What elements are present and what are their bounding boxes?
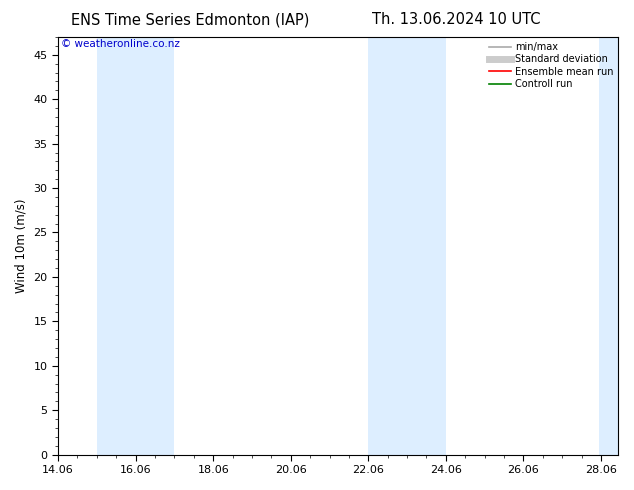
Bar xyxy=(97,37,174,455)
Text: ENS Time Series Edmonton (IAP): ENS Time Series Edmonton (IAP) xyxy=(71,12,309,27)
Legend: min/max, Standard deviation, Ensemble mean run, Controll run: min/max, Standard deviation, Ensemble me… xyxy=(488,40,615,91)
Text: Th. 13.06.2024 10 UTC: Th. 13.06.2024 10 UTC xyxy=(372,12,541,27)
Y-axis label: Wind 10m (m/s): Wind 10m (m/s) xyxy=(15,198,28,293)
Text: © weatheronline.co.nz: © weatheronline.co.nz xyxy=(61,39,180,49)
Bar xyxy=(368,37,446,455)
Bar xyxy=(598,37,618,455)
